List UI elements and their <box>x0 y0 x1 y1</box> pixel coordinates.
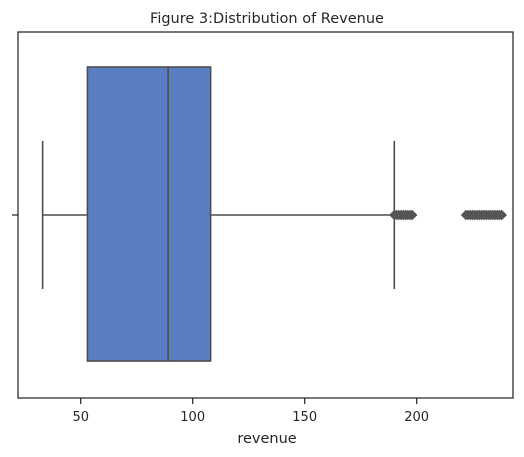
outlier-point <box>496 209 508 221</box>
box-group <box>41 66 396 362</box>
outlier-point <box>407 209 418 221</box>
iqr-box <box>86 66 212 362</box>
x-tick-label: 100 <box>180 410 205 425</box>
x-tick-label: 150 <box>292 410 317 425</box>
x-tick-label: 200 <box>404 410 429 425</box>
outlier-group <box>389 209 508 221</box>
x-axis-ticks: 50 100 150 200 <box>72 398 429 425</box>
chart-title: Figure 3:Distribution of Revenue <box>150 11 384 27</box>
x-axis-label: revenue <box>237 431 296 447</box>
x-tick-label: 50 <box>72 410 89 425</box>
